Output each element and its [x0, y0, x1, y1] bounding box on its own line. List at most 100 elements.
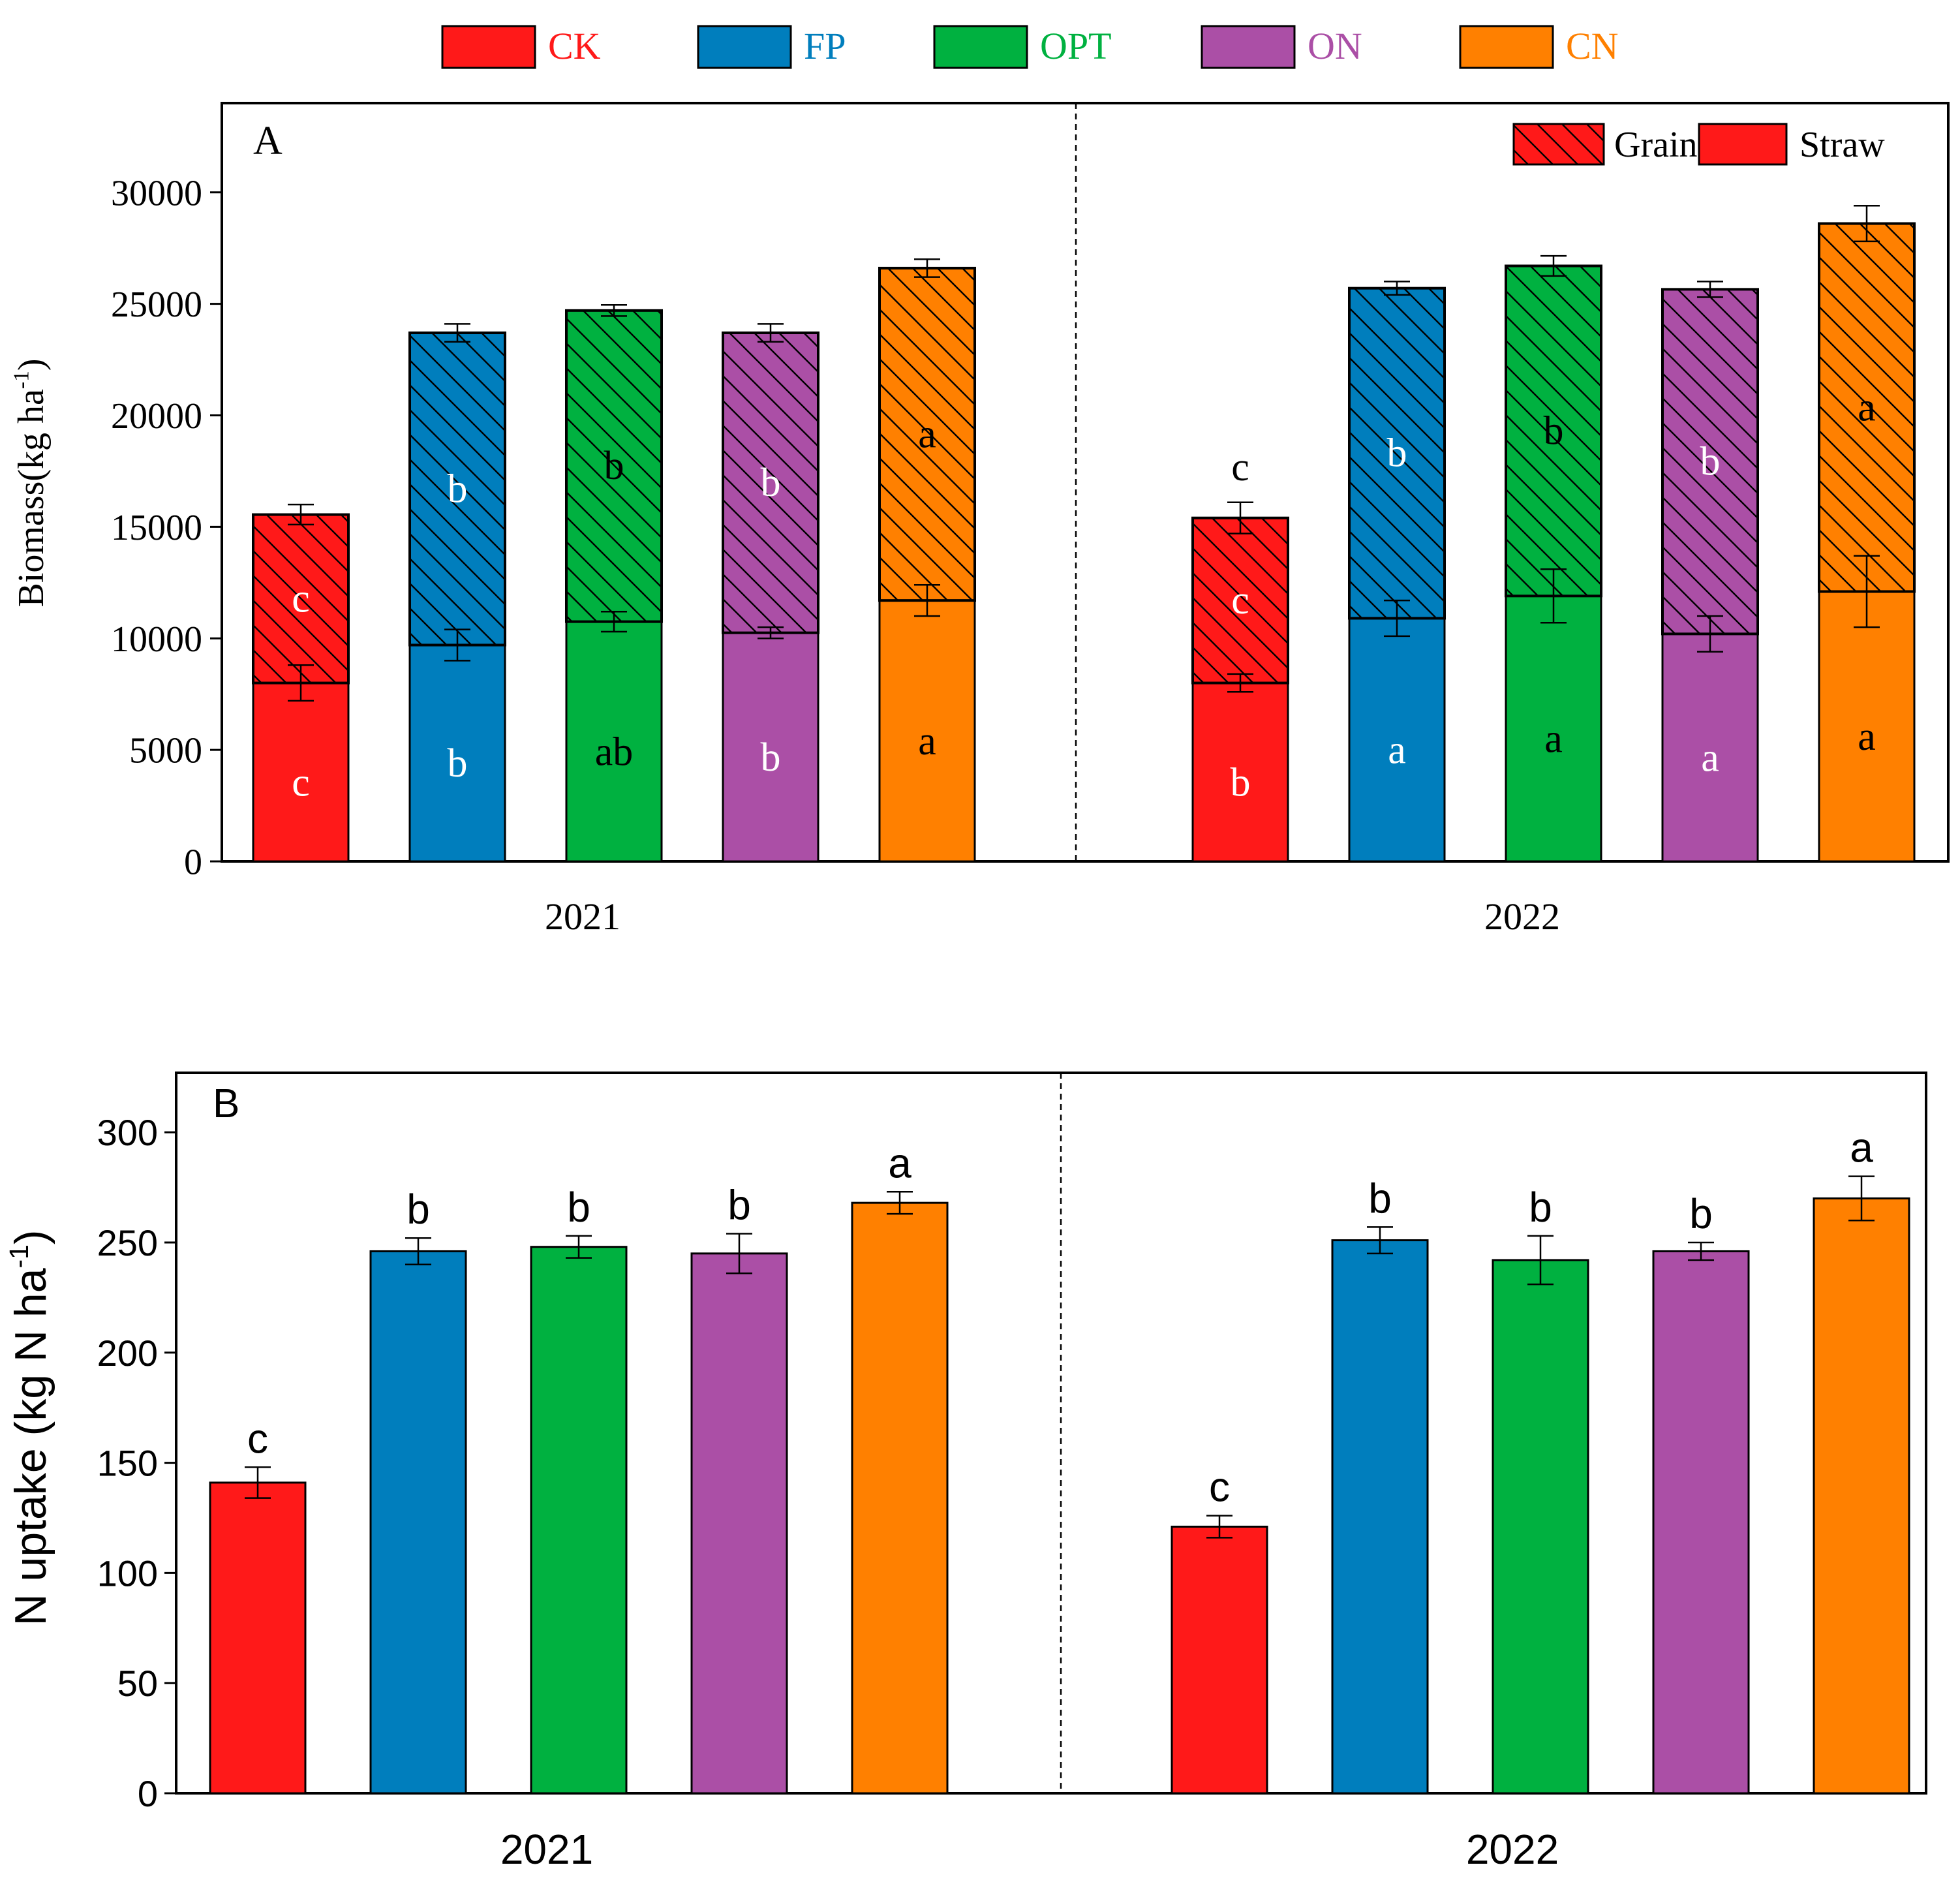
- bar-grain-hatch-2022-cn: [1818, 222, 1916, 593]
- sig-letter: b: [1368, 1175, 1392, 1222]
- sig-letter: a: [888, 1139, 911, 1186]
- sig-letter-straw: a: [1858, 715, 1876, 759]
- bar-n-uptake-2022-fp: [1331, 1239, 1429, 1795]
- x-group-label-2021: 2021: [545, 895, 620, 938]
- bar-n-uptake-2021-fp: [369, 1250, 467, 1795]
- sig-letter-straw: a: [1701, 736, 1719, 780]
- y-tick-label: 200: [97, 1333, 158, 1374]
- x-group-label-2021: 2021: [500, 1826, 593, 1873]
- sig-letter-grain: b: [1700, 439, 1721, 484]
- sig-letter-grain: b: [1544, 409, 1564, 453]
- bar-n-uptake-2022-opt: [1492, 1259, 1589, 1795]
- y-tick-label: 30000: [111, 173, 202, 213]
- panel-label: A: [253, 119, 283, 163]
- sig-letter-straw: b: [448, 741, 468, 786]
- bar-straw-2022-fp: [1348, 617, 1446, 863]
- stack-legend-swatch-grain-hatch: [1512, 123, 1605, 166]
- bar-straw-2022-cn: [1818, 590, 1916, 863]
- legend-swatch-ck: [441, 25, 536, 69]
- legend-label-opt: OPT: [1040, 25, 1112, 67]
- bar-straw-2022-on: [1661, 632, 1759, 863]
- bar-grain-hatch-2022-opt: [1505, 264, 1602, 598]
- sig-letter-grain: b: [761, 461, 781, 505]
- chart-b: N uptake (kg N ha-1) B 2021 2022 0 50 100 150 20…: [4, 1072, 1927, 1873]
- bar-straw-2022-ck: [1191, 682, 1289, 863]
- bar-grain-hatch-2021-cn: [878, 266, 976, 602]
- legend-label-on: ON: [1308, 25, 1362, 67]
- y-axis-label-text: N uptake (kg N ha: [6, 1268, 55, 1626]
- bar-n-uptake-2022-ck: [1171, 1525, 1268, 1795]
- sig-letter-straw: c: [292, 760, 310, 805]
- x-group-label-2022: 2022: [1484, 895, 1560, 938]
- stack-legend-label-straw: Straw: [1799, 125, 1885, 165]
- bar-n-uptake-2021-cn: [851, 1201, 949, 1795]
- bar-straw-2021-cn: [878, 599, 976, 863]
- y-tick-label: 20000: [111, 396, 202, 437]
- bar-straw-2021-fp: [408, 643, 506, 863]
- y-tick-label: 25000: [111, 285, 202, 325]
- sig-letter: b: [1529, 1184, 1552, 1231]
- y-tick-label: 10000: [111, 619, 202, 660]
- bar-straw-2021-ck: [252, 682, 350, 863]
- sig-letter: b: [1689, 1190, 1713, 1237]
- sig-letter-grain: c: [292, 577, 310, 621]
- sig-letter-grain: a: [918, 412, 936, 457]
- y-axis-label: N uptake (kg N ha-1): [4, 1230, 55, 1626]
- y-tick-label: 5000: [129, 731, 202, 771]
- legend-label-ck: CK: [548, 25, 601, 67]
- y-tick-label: 250: [97, 1222, 158, 1263]
- y-axis-label-text: Biomass(kg ha: [11, 389, 52, 608]
- y-tick-label: 300: [97, 1112, 158, 1153]
- bar-grain-hatch-2022-ck: [1191, 516, 1289, 685]
- sig-letter: b: [406, 1186, 430, 1233]
- bar-grain-hatch-2022-fp: [1348, 286, 1446, 620]
- y-tick-label: 15000: [111, 508, 202, 548]
- bar-grain-hatch-2021-on: [722, 332, 819, 634]
- legend-swatch-opt: [933, 25, 1028, 69]
- panel-label: B: [213, 1081, 239, 1126]
- y-axis-label: Biomass(kg ha-1): [10, 358, 52, 607]
- y-tick-label: 150: [97, 1443, 158, 1484]
- sig-letter: a: [1850, 1124, 1873, 1171]
- y-axis-label-close: ): [6, 1230, 55, 1245]
- sig-letter-grain: a: [1858, 386, 1876, 430]
- x-group-label-2022: 2022: [1466, 1826, 1559, 1873]
- y-tick-label: 0: [184, 842, 202, 883]
- sig-letter: c: [247, 1415, 268, 1462]
- sig-letter: b: [567, 1184, 590, 1231]
- y-axis-label-sup: -1: [4, 1244, 34, 1268]
- legend-swatch-on: [1201, 25, 1296, 69]
- sig-letter-grain: c: [1231, 578, 1249, 623]
- y-axis-label-close: ): [11, 358, 52, 371]
- stack-legend-label-grain: Grain: [1614, 125, 1698, 165]
- y-axis-label-sup: -1: [10, 371, 34, 389]
- legend-swatch-fp: [697, 25, 792, 69]
- sig-letter-grain: b: [1387, 431, 1407, 476]
- bar-n-uptake-2021-ck: [209, 1481, 307, 1795]
- sig-letter-straw: b: [761, 735, 781, 780]
- sig-letter-straw: b: [1231, 760, 1251, 805]
- bar-n-uptake-2021-opt: [530, 1246, 628, 1795]
- legend-label-cn: CN: [1566, 25, 1619, 67]
- plot-frame: [221, 102, 1950, 863]
- chart-a: 0 5000 10000 15000 20000 25000 30000 Biomass(kg…: [10, 102, 1950, 938]
- sig-letter-total: c: [1231, 445, 1249, 489]
- sig-letter-straw: a: [1544, 717, 1563, 762]
- sig-letter-grain: b: [448, 467, 468, 511]
- bar-n-uptake-2022-on: [1652, 1250, 1750, 1795]
- sig-letter-grain: b: [604, 444, 624, 488]
- bar-straw-2021-opt: [565, 621, 663, 863]
- y-tick-label: 100: [97, 1552, 158, 1594]
- stack-legend-swatch-straw: [1698, 123, 1788, 166]
- sig-letter: c: [1209, 1464, 1230, 1511]
- sig-letter-straw: a: [918, 719, 936, 764]
- plot-frame: [175, 1072, 1927, 1795]
- bar-n-uptake-2021-on: [690, 1252, 788, 1795]
- legend-swatch-cn: [1459, 25, 1554, 69]
- sig-letter-straw: ab: [595, 730, 634, 774]
- bar-n-uptake-2022-cn: [1813, 1197, 1910, 1795]
- y-tick-label: 50: [117, 1663, 158, 1704]
- treatment-legend: CK FP OPT ON CN: [441, 25, 1619, 69]
- y-tick-label: 0: [138, 1773, 158, 1814]
